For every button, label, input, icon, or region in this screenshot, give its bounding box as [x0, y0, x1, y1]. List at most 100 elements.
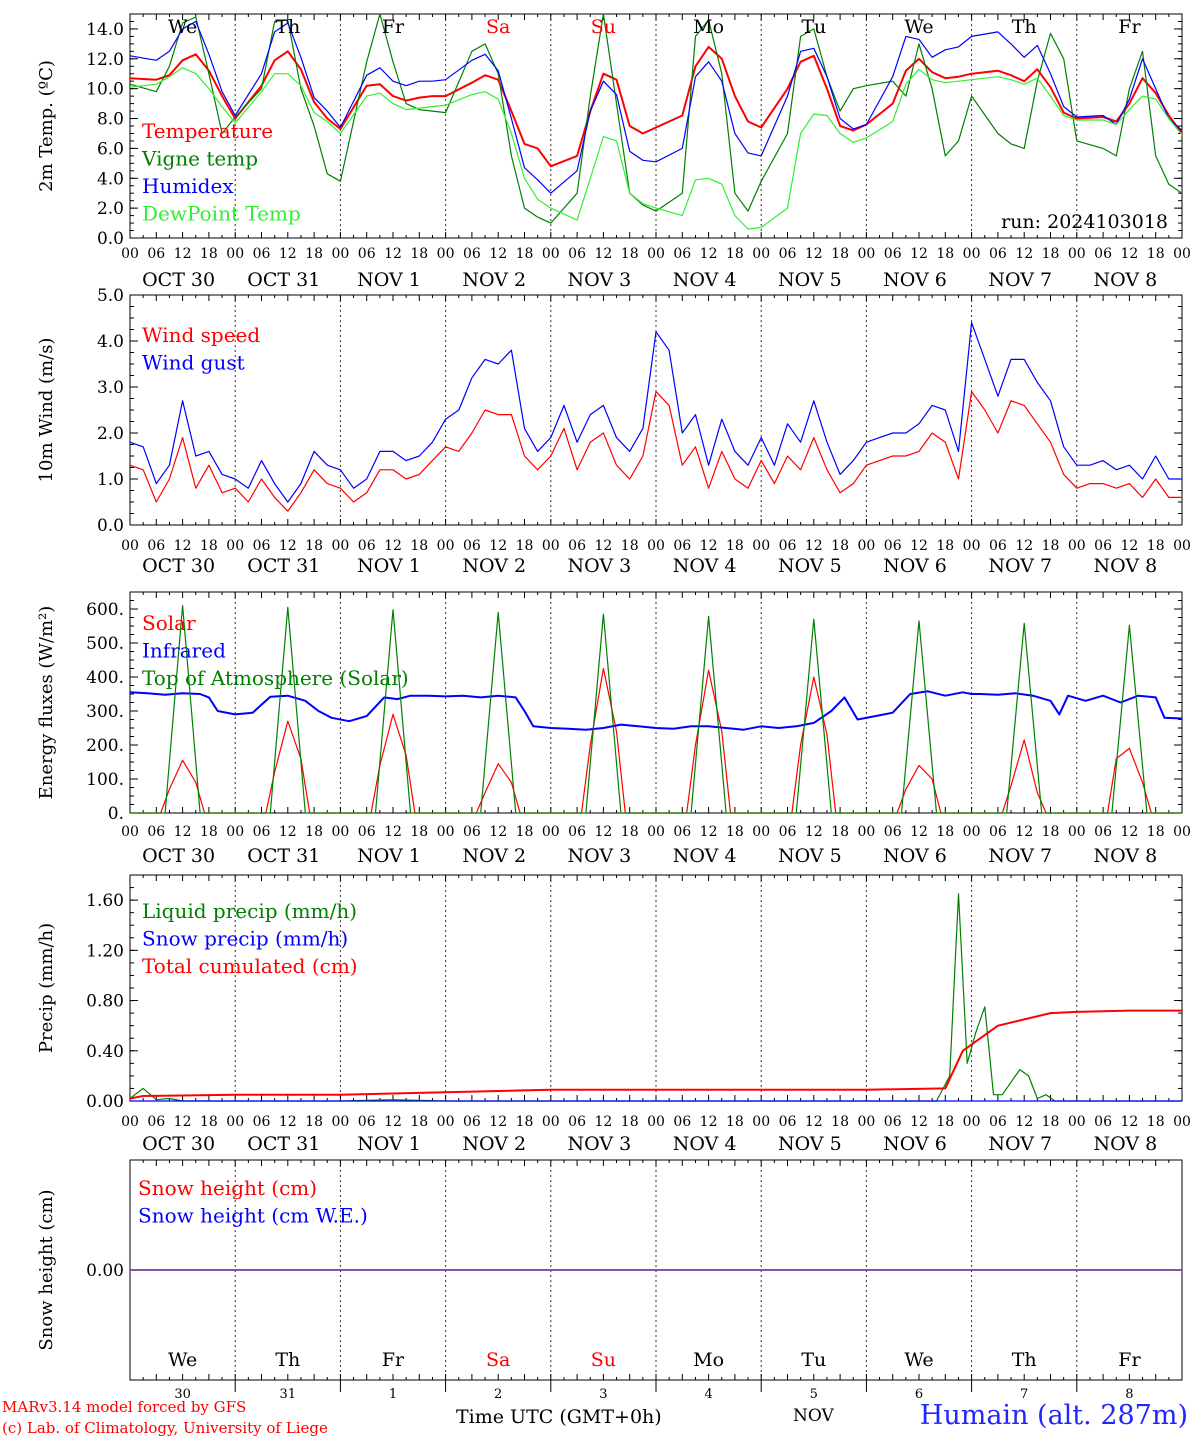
hour-tick-label: 18	[305, 1114, 323, 1130]
hour-tick-label: 12	[1015, 824, 1033, 840]
hour-tick-label: 12	[384, 1114, 402, 1130]
hour-tick-label: 18	[516, 246, 534, 262]
hour-tick-label: 06	[147, 824, 165, 840]
date-label: NOV 6	[883, 555, 947, 577]
y-tick-label: 200.	[86, 736, 124, 756]
hour-tick-label: 06	[253, 246, 271, 262]
hour-tick-label: 00	[437, 538, 455, 554]
panel-1: 0.0 2.0 4.0 6.0 8.0 10.0 12.0 14.0 2m Temp. (ºC)…	[36, 13, 1191, 291]
y-tick-label: 6.0	[97, 139, 124, 159]
hour-tick-label: 12	[489, 1114, 507, 1130]
hour-tick-label: 18	[621, 824, 639, 840]
hour-tick-label: 06	[779, 824, 797, 840]
day-number: 5	[810, 1387, 818, 1402]
hour-tick-label: 00	[121, 824, 139, 840]
hour-tick-label: 18	[200, 1114, 218, 1130]
hour-tick-label: 18	[1042, 246, 1060, 262]
legend-entry: Snow precip (mm/h)	[142, 927, 348, 951]
day-name: We	[168, 1349, 197, 1371]
hour-tick-label: 00	[963, 824, 981, 840]
hour-tick-label: 06	[1094, 246, 1112, 262]
hour-tick-label: 12	[279, 824, 297, 840]
day-name: Th	[275, 1349, 300, 1371]
hour-tick-label: 12	[174, 824, 192, 840]
day-name: Fr	[382, 16, 405, 38]
hour-tick-label: 06	[147, 1114, 165, 1130]
hour-tick-label: 06	[1094, 1114, 1112, 1130]
hour-tick-label: 00	[752, 538, 770, 554]
hour-tick-label: 06	[358, 538, 376, 554]
hour-tick-label: 00	[857, 538, 875, 554]
day-name: Sa	[486, 1349, 510, 1371]
series-line-solar	[130, 667, 1182, 814]
hour-tick-label: 18	[936, 824, 954, 840]
hour-tick-label: 00	[1173, 1114, 1191, 1130]
date-label: NOV 4	[673, 269, 737, 291]
date-label: NOV 1	[357, 269, 421, 291]
y-tick-label: 4.0	[97, 169, 124, 189]
day-number: 2	[494, 1387, 502, 1402]
hour-tick-label: 12	[1120, 246, 1138, 262]
hour-tick-label: 00	[857, 824, 875, 840]
date-label: NOV 1	[357, 555, 421, 577]
hour-tick-label: 12	[805, 538, 823, 554]
panel-4: 0.00 0.40 0.80 1.20 1.60 Precip (mm/h) Liquid …	[36, 874, 1191, 1155]
date-label: NOV 7	[988, 269, 1052, 291]
hour-tick-label: 06	[989, 1114, 1007, 1130]
date-label: NOV 3	[568, 1133, 632, 1155]
hour-tick-label: 18	[1147, 246, 1165, 262]
hour-tick-label: 12	[489, 538, 507, 554]
series-line-humidex	[129, 20, 1183, 194]
y-tick-label: 0.80	[86, 992, 124, 1012]
day-name: Fr	[1118, 1349, 1141, 1371]
hour-tick-label: 06	[989, 538, 1007, 554]
hour-tick-label: 12	[1015, 1114, 1033, 1130]
credit-model: MARv3.14 model forced by GFS	[2, 1398, 247, 1416]
series-line-temperature	[129, 45, 1183, 168]
hour-tick-label: 00	[542, 1114, 560, 1130]
hour-tick-label: 00	[752, 1114, 770, 1130]
hour-tick-label: 06	[884, 1114, 902, 1130]
hour-tick-label: 00	[331, 824, 349, 840]
hour-tick-label: 00	[1068, 538, 1086, 554]
hour-tick-label: 12	[489, 246, 507, 262]
date-label: NOV 3	[568, 269, 632, 291]
date-label: OCT 31	[247, 555, 320, 577]
hour-tick-label: 00	[647, 1114, 665, 1130]
hour-tick-label: 00	[752, 824, 770, 840]
hour-tick-label: 06	[568, 1114, 586, 1130]
day-name: We	[904, 1349, 933, 1371]
hour-tick-label: 18	[1147, 824, 1165, 840]
y-axis-label: Energy fluxes (W/m²)	[36, 606, 57, 800]
date-label: OCT 30	[142, 555, 215, 577]
hour-tick-label: 18	[410, 538, 428, 554]
date-label: NOV 1	[357, 845, 421, 867]
hour-tick-label: 00	[1173, 246, 1191, 262]
legend-entry: Top of Atmosphere (Solar)	[142, 666, 409, 690]
day-number: 30	[174, 1387, 191, 1402]
hour-tick-label: 06	[989, 824, 1007, 840]
y-tick-label: 3.0	[97, 378, 124, 398]
hour-tick-label: 00	[226, 246, 244, 262]
hour-tick-label: 18	[305, 824, 323, 840]
y-axis-label: Precip (mm/h)	[36, 923, 57, 1053]
legend-entry: Solar	[142, 611, 196, 635]
hour-tick-label: 06	[673, 246, 691, 262]
hour-tick-label: 00	[542, 824, 560, 840]
y-tick-label: 100.	[86, 770, 124, 790]
date-label: NOV 5	[778, 845, 842, 867]
hour-tick-label: 00	[647, 538, 665, 554]
hour-tick-label: 00	[1068, 1114, 1086, 1130]
y-axis-label: 2m Temp. (ºC)	[36, 60, 57, 192]
hour-tick-label: 00	[226, 824, 244, 840]
hour-tick-label: 06	[568, 246, 586, 262]
hour-tick-label: 06	[884, 246, 902, 262]
series-line-dewpoint-temp	[129, 67, 1183, 230]
hour-tick-label: 00	[963, 538, 981, 554]
hour-tick-label: 12	[805, 246, 823, 262]
day-name: Fr	[1118, 16, 1141, 38]
date-label: NOV 5	[778, 1133, 842, 1155]
date-label: NOV 8	[1094, 1133, 1158, 1155]
day-name: Tu	[801, 16, 826, 38]
hour-tick-label: 06	[989, 246, 1007, 262]
